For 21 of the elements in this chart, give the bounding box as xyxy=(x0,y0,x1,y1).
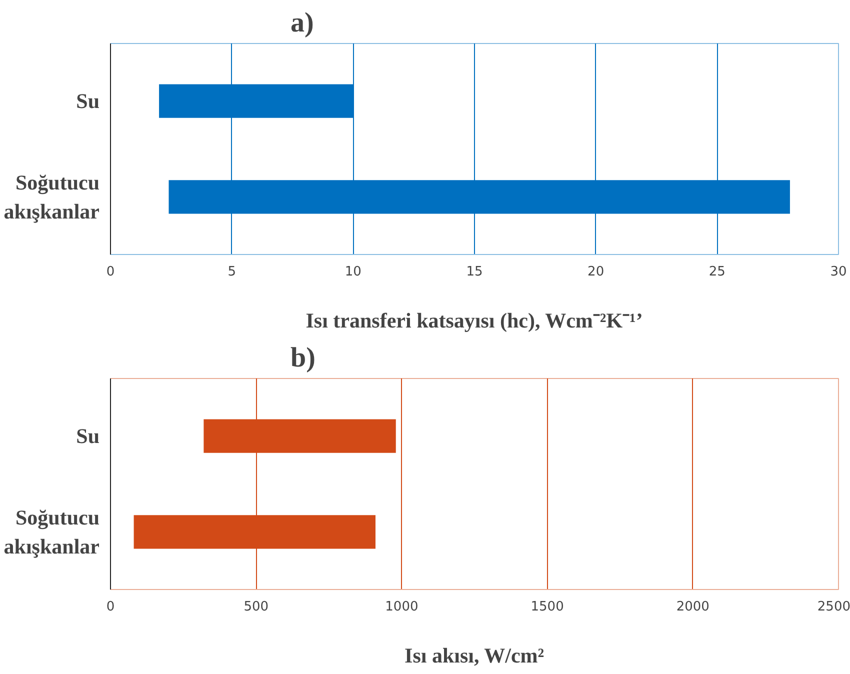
x-axis-title: Isı akısı, W/cm² xyxy=(404,644,544,668)
x-tick-label: 30 xyxy=(830,264,847,280)
chart-title: b) xyxy=(290,342,316,374)
x-tick-label: 500 xyxy=(244,600,269,614)
x-tick-label: 15 xyxy=(466,264,483,280)
x-tick-label: 2500 xyxy=(817,600,850,614)
x-tick-label: 20 xyxy=(588,264,604,280)
x-tick-label: 25 xyxy=(708,264,726,280)
y-tick-label: Soğutucu akışkanlar xyxy=(4,170,100,224)
y-tick-label: Soğutucu akışkanlar xyxy=(4,506,100,558)
x-tick-label: 0 xyxy=(106,264,115,280)
x-tick-label: 1000 xyxy=(385,600,418,614)
x-axis-title: Isı transferi katsayısı (hc), Wcm⁻²K⁻¹’ xyxy=(306,308,643,332)
x-tick-label: 5 xyxy=(228,264,236,280)
x-tick-label: 2000 xyxy=(676,600,710,614)
y-tick-label: Su xyxy=(76,89,100,114)
x-tick-label: 10 xyxy=(344,264,362,280)
chart-title: a) xyxy=(290,8,314,38)
y-tick-label: Su xyxy=(76,424,100,448)
x-tick-label: 0 xyxy=(106,600,115,614)
x-tick-label: 1500 xyxy=(530,600,564,614)
